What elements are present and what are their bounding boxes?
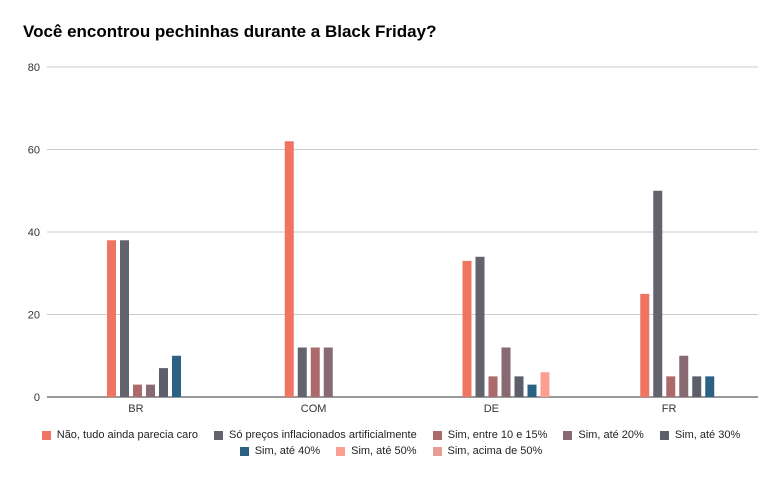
bar (310, 347, 320, 397)
legend-item: Só preços inflacionados artificialmente (214, 429, 417, 441)
bar (462, 260, 472, 397)
y-tick-label: 60 (28, 145, 40, 157)
legend-row-1: Não, tudo ainda parecia caro Só preços in… (0, 429, 782, 441)
bar (475, 256, 485, 397)
bar (120, 240, 129, 397)
legend-label: Sim, entre 10 e 15% (447, 429, 548, 441)
legend-swatch (432, 430, 442, 440)
bar (172, 355, 181, 397)
bar (284, 141, 294, 397)
chart-title: Você encontrou pechinhas durante a Black… (23, 22, 437, 41)
y-tick-label: 20 (28, 310, 40, 322)
legend-item: Sim, até 30% (659, 429, 741, 441)
x-tick-label: COM (301, 403, 327, 415)
legend-label: Sim, até 50% (351, 445, 417, 457)
bar (640, 293, 650, 397)
x-tick-label: FR (662, 403, 677, 415)
legend-label: Não, tudo ainda parecia caro (56, 429, 199, 441)
legend-item: Sim, até 40% (239, 445, 321, 457)
bar (107, 240, 116, 397)
bar (679, 355, 689, 397)
x-tick-label: DE (484, 403, 499, 415)
legend-label: Sim, acima de 50% (447, 445, 543, 457)
y-tick-label: 40 (28, 227, 40, 239)
legend-swatch (336, 446, 346, 456)
legend-label: Sim, até 30% (674, 429, 741, 441)
legend-item: Não, tudo ainda parecia caro (41, 429, 199, 441)
bar (133, 384, 142, 397)
bar (705, 376, 715, 397)
legend-swatch (563, 430, 573, 440)
legend-row-2: Sim, até 40% Sim, até 50% Sim, acima de 50… (0, 445, 782, 457)
bar (146, 384, 155, 397)
bar (527, 384, 537, 397)
legend-swatch (41, 430, 51, 440)
x-tick-label: BR (128, 403, 143, 415)
bar (501, 347, 511, 397)
bar (540, 372, 550, 397)
legend-swatch (659, 430, 669, 440)
bar (159, 368, 168, 397)
y-tick-label: 0 (34, 392, 40, 404)
legend-swatch (432, 446, 442, 456)
bar (297, 347, 307, 397)
legend-swatch (239, 446, 249, 456)
legend-label: Só preços inflacionados artificialmente (229, 429, 417, 441)
legend-item: Sim, até 50% (336, 445, 417, 457)
legend-item: Sim, até 20% (563, 429, 644, 441)
bar (666, 376, 676, 397)
legend-item: Sim, acima de 50% (432, 445, 543, 457)
legend-label: Sim, até 40% (254, 445, 321, 457)
bar (692, 376, 702, 397)
y-tick-label: 80 (28, 62, 40, 74)
bar (514, 376, 524, 397)
legend-item: Sim, entre 10 e 15% (432, 429, 548, 441)
legend-label: Sim, até 20% (578, 429, 644, 441)
bar (323, 347, 333, 397)
bar (488, 376, 498, 397)
legend-swatch (214, 430, 224, 440)
bar (653, 190, 663, 397)
